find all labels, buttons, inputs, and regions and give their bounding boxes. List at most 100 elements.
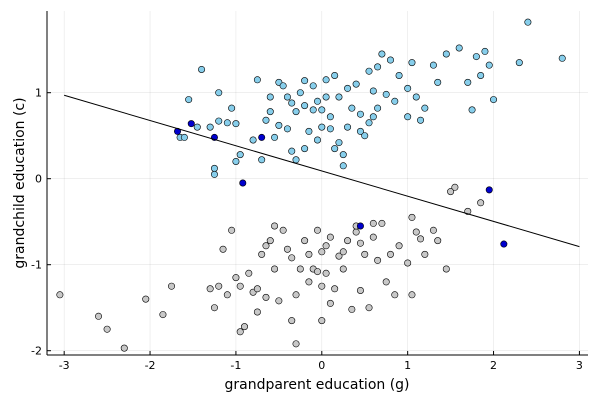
- upper-group-point: [322, 76, 330, 84]
- lower-group-point: [374, 256, 382, 264]
- upper-group-point: [228, 104, 236, 112]
- lower-group-point: [103, 325, 111, 333]
- grid: [47, 11, 588, 355]
- lower-group-point: [408, 213, 416, 221]
- y-axis-title: grandchild education (c): [12, 97, 28, 268]
- lower-group-point: [120, 344, 128, 352]
- upper-group-point: [339, 162, 347, 170]
- upper-group-point: [322, 93, 330, 101]
- upper-group-point: [253, 76, 261, 84]
- upper-group-point: [395, 72, 403, 80]
- upper-group-point: [442, 50, 450, 58]
- upper-group-point: [335, 93, 343, 101]
- lower-group-point: [361, 250, 369, 258]
- lower-group-point: [301, 237, 309, 245]
- upper-group-point: [408, 59, 416, 67]
- lower-group-point: [210, 304, 218, 312]
- lower-group-point: [382, 278, 390, 286]
- upper-group-point: [455, 44, 463, 52]
- upper-group-point: [356, 110, 364, 118]
- lower-group-point: [245, 269, 253, 277]
- upper-group-point: [288, 99, 296, 107]
- upper-group-point: [309, 82, 317, 90]
- upper-group-point: [210, 164, 218, 172]
- x-tick-label: -1: [230, 359, 241, 372]
- lower-group-point: [335, 252, 343, 260]
- lower-group-point: [258, 250, 266, 258]
- x-ticks: -3 -2 -1 0 1 2 3: [59, 351, 583, 372]
- upper-group-point: [288, 147, 296, 155]
- lower-group-point: [305, 250, 313, 258]
- upper-group-point: [236, 151, 244, 159]
- highlighted-point: [485, 186, 493, 194]
- y-tick-label: -1: [31, 259, 42, 272]
- lower-group-point: [447, 188, 455, 196]
- lower-group-point: [434, 237, 442, 245]
- upper-group-point: [215, 117, 223, 125]
- upper-group-point: [206, 123, 214, 131]
- upper-group-point: [313, 97, 321, 105]
- upper-group-point: [378, 50, 386, 58]
- lower-group-point: [352, 228, 360, 236]
- lower-group-point: [318, 248, 326, 256]
- lower-group-point: [283, 245, 291, 253]
- lower-group-point: [241, 323, 249, 331]
- x-tick-label: 2: [490, 359, 497, 372]
- lower-group-point: [228, 226, 236, 234]
- lower-group-point: [369, 219, 377, 227]
- x-tick-label: -3: [59, 359, 70, 372]
- upper-group-point: [249, 136, 257, 144]
- upper-group-point: [369, 87, 377, 95]
- lower-group-point: [429, 226, 437, 234]
- upper-group-point: [524, 18, 532, 26]
- lower-group-point: [318, 282, 326, 290]
- lower-group-point: [348, 305, 356, 313]
- upper-group-point: [232, 120, 240, 128]
- upper-group-point: [429, 61, 437, 69]
- upper-group-point: [331, 72, 339, 80]
- axes: [46, 11, 588, 356]
- highlighted-point: [239, 179, 247, 187]
- upper-group-point: [262, 116, 270, 124]
- upper-group-point: [193, 123, 201, 131]
- highlighted-point: [500, 240, 508, 248]
- lower-group-point: [339, 265, 347, 273]
- lower-group-point: [305, 278, 313, 286]
- x-tick-label: 3: [576, 359, 583, 372]
- upper-group-point: [301, 145, 309, 153]
- upper-group-point: [266, 93, 274, 101]
- upper-group-point: [331, 145, 339, 153]
- lower-group-point: [386, 250, 394, 258]
- lower-group-point: [236, 328, 244, 336]
- lower-group-point: [275, 297, 283, 305]
- lower-group-point: [223, 291, 231, 299]
- upper-group-point: [185, 96, 193, 104]
- x-tick-label: 1: [404, 359, 411, 372]
- upper-group-point: [301, 102, 309, 110]
- upper-group-point: [266, 108, 274, 116]
- upper-group-point: [283, 93, 291, 101]
- upper-group-point: [412, 93, 420, 101]
- highlighted-point: [187, 120, 195, 128]
- lower-group-point: [292, 291, 300, 299]
- lower-group-point: [378, 219, 386, 227]
- lower-group-point: [322, 242, 330, 250]
- lower-group-point: [344, 237, 352, 245]
- upper-group-point: [417, 116, 425, 124]
- upper-group-point: [404, 113, 412, 121]
- upper-group-point: [374, 104, 382, 112]
- upper-group-point: [318, 123, 326, 131]
- lower-group-point: [356, 286, 364, 294]
- upper-group-point: [391, 97, 399, 105]
- upper-group-point: [468, 106, 476, 114]
- upper-group-point: [335, 139, 343, 147]
- upper-group-point: [352, 80, 360, 88]
- upper-group-point: [292, 156, 300, 164]
- lower-group-point: [232, 274, 240, 282]
- lower-group-point: [292, 340, 300, 348]
- regression: [64, 94, 580, 248]
- x-axis-title: grandparent education (g): [224, 377, 409, 393]
- upper-group-point: [365, 119, 373, 127]
- lower-group-point: [288, 317, 296, 325]
- upper-group-point: [361, 132, 369, 140]
